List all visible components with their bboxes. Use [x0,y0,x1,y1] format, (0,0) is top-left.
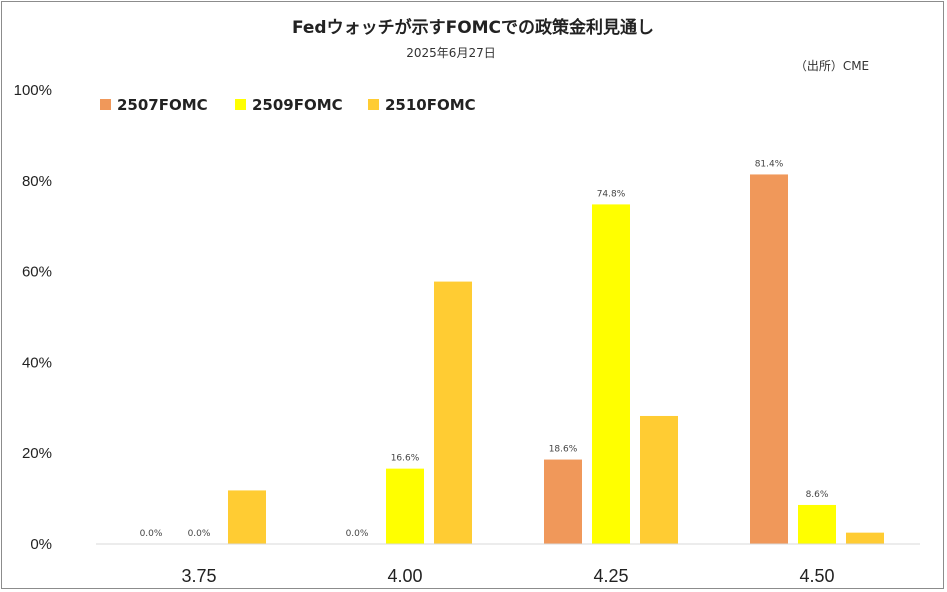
legend-swatch [235,99,246,110]
bar-2510fomc-4-25 [640,415,678,544]
y-tick-label: 0% [30,536,52,553]
data-label: 16.6% [391,454,420,464]
data-label: 18.6% [549,445,578,455]
bar-2510fomc-3-75 [228,490,266,544]
bar-2507fomc-4-50 [750,174,788,544]
bar-2509fomc-4-50 [798,504,836,544]
legend-swatch [100,99,111,110]
data-label: 81.4% [755,159,784,169]
x-tick-label: 3.75 [181,566,216,586]
x-tick-label: 4.00 [387,566,422,586]
legend-label: 2510FOMC [385,96,476,114]
bars [228,174,884,544]
chart-subtitle: 2025年6月27日 [406,46,495,60]
bar-2509fomc-4-25 [592,204,630,544]
y-tick-label: 40% [22,354,52,371]
y-axis: 0% 20% 40% 60% 80% 100% [14,82,52,553]
data-label: 0.0% [346,529,369,539]
legend: 2507FOMC 2509FOMC 2510FOMC [100,96,476,114]
legend-swatch [368,99,379,110]
y-tick-label: 100% [14,82,52,99]
legend-label: 2509FOMC [252,96,343,114]
y-tick-label: 80% [22,173,52,190]
source-note: （出所）CME [795,59,869,73]
y-tick-label: 20% [22,445,52,462]
chart-title: Fedウォッチが示すFOMCでの政策金利見通し [292,17,654,38]
data-label: 0.0% [140,529,163,539]
x-tick-label: 4.50 [799,566,834,586]
x-tick-label: 4.25 [593,566,628,586]
data-labels: 0.0% 0.0% 0.0% 16.6% 18.6% 74.8% 81.4% 8.6% [140,159,829,539]
bar-2510fomc-4-00 [434,281,472,544]
data-label: 8.6% [806,490,829,500]
bar-2507fomc-4-25 [544,459,582,544]
data-label: 0.0% [188,529,211,539]
bar-2510fomc-4-50 [846,532,884,544]
y-tick-label: 60% [22,264,52,281]
data-label: 74.8% [597,189,626,199]
x-axis: 3.75 4.00 4.25 4.50 [181,566,834,586]
legend-label: 2507FOMC [117,96,208,114]
bar-2509fomc-4-00 [386,468,424,544]
